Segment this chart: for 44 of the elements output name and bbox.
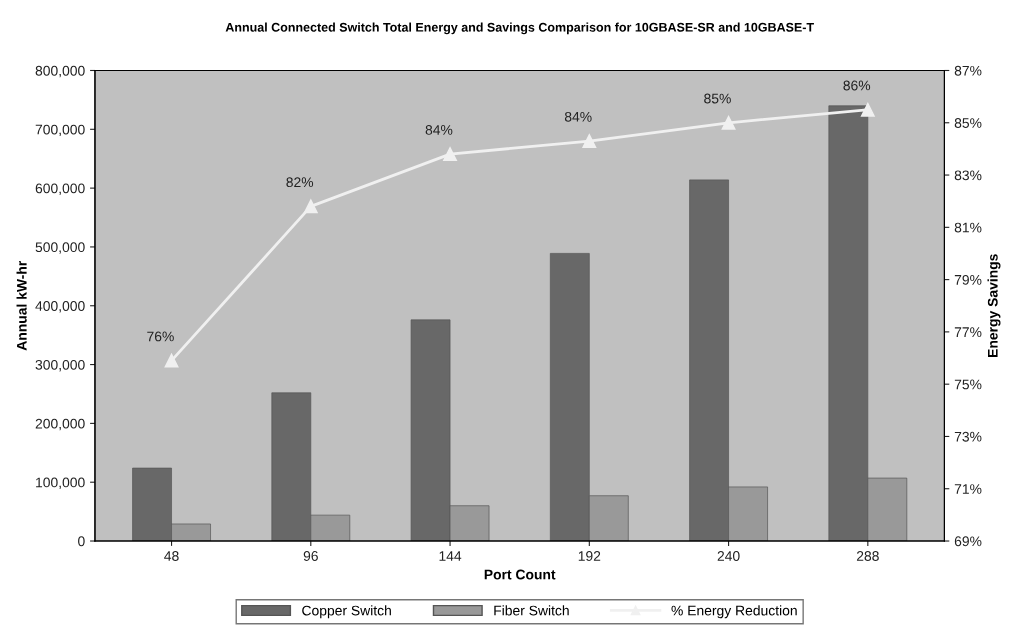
y2-tick-label: 69% <box>954 536 982 547</box>
point <box>164 353 179 368</box>
data-label: 84% <box>564 111 592 122</box>
y-tick-label: 0 <box>78 536 85 547</box>
y2-tick-label: 71% <box>954 484 982 494</box>
point <box>303 199 318 214</box>
x-tick-label: 192 <box>578 551 601 561</box>
legend-label: % Energy Reduction <box>671 605 797 619</box>
y-tick-label: 500,000 <box>35 242 85 254</box>
point <box>721 115 736 130</box>
y-tick-label: 800,000 <box>35 65 85 78</box>
y2-tick-label: 75% <box>954 379 982 390</box>
x-tick-label: 144 <box>439 551 462 561</box>
point <box>860 102 875 117</box>
y2-tick-label: 85% <box>954 118 982 128</box>
y2-tick-label: 81% <box>954 222 982 233</box>
x-tick-label: 96 <box>303 551 318 561</box>
y2-tick-label: 87% <box>954 65 982 76</box>
point <box>582 134 597 149</box>
y-axis-title: Annual kW-hr <box>16 260 27 351</box>
x-axis-title: Port Count <box>484 569 556 580</box>
point <box>443 147 458 162</box>
y-tick-label: 400,000 <box>35 301 85 313</box>
x-tick-label: 240 <box>717 551 740 561</box>
data-label: 84% <box>425 124 453 135</box>
x-tick-label: 48 <box>164 551 179 561</box>
y-tick-label: 700,000 <box>35 124 85 137</box>
legend-label: Fiber Switch <box>494 605 569 616</box>
y-tick-label: 600,000 <box>35 183 85 195</box>
data-label: 82% <box>286 177 314 188</box>
y2-tick-label: 73% <box>954 431 982 442</box>
data-label: 76% <box>147 331 174 342</box>
y2-tick-label: 79% <box>954 274 982 285</box>
legend-label: Copper Switch <box>302 605 391 619</box>
data-label: 86% <box>843 80 871 91</box>
y2-tick-label: 83% <box>954 170 982 181</box>
y-tick-label: 200,000 <box>35 418 85 431</box>
y-tick-label: 100,000 <box>36 477 85 490</box>
y2-axis-title: Energy Savings <box>987 254 1001 357</box>
data-label: 85% <box>704 93 731 104</box>
y2-tick-label: 77% <box>954 327 982 338</box>
chart-title: Annual Connected Switch Total Energy and Savings Comparison for 10GBASE-SR and 10GBASE-T <box>225 22 814 35</box>
x-tick-label: 288 <box>856 551 879 561</box>
y-tick-label: 300,000 <box>35 359 85 372</box>
